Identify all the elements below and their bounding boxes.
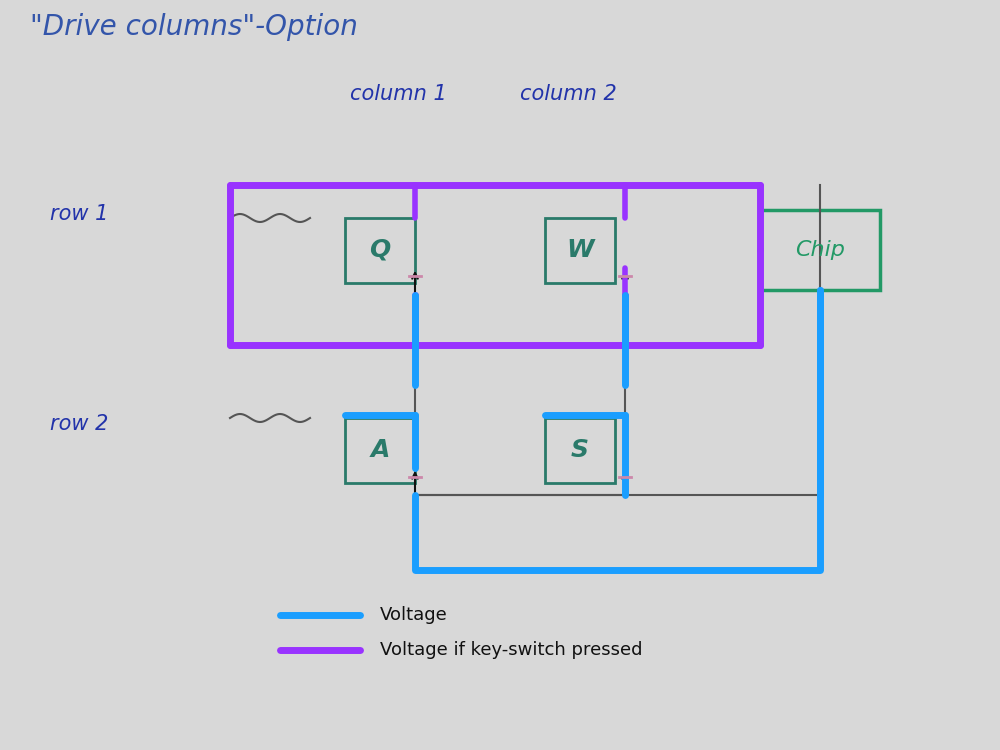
Text: Chip: Chip bbox=[795, 240, 845, 260]
Text: W: W bbox=[566, 238, 594, 262]
Text: Q: Q bbox=[369, 238, 391, 262]
Text: Voltage: Voltage bbox=[380, 606, 448, 624]
Text: column 1: column 1 bbox=[350, 84, 447, 104]
Text: row 1: row 1 bbox=[50, 204, 108, 224]
Text: S: S bbox=[571, 438, 589, 462]
Text: column 2: column 2 bbox=[520, 84, 617, 104]
Text: Voltage if key-switch pressed: Voltage if key-switch pressed bbox=[380, 641, 642, 659]
Text: "Drive columns"-Option: "Drive columns"-Option bbox=[30, 13, 358, 41]
Text: row 2: row 2 bbox=[50, 414, 108, 434]
Text: A: A bbox=[370, 438, 390, 462]
